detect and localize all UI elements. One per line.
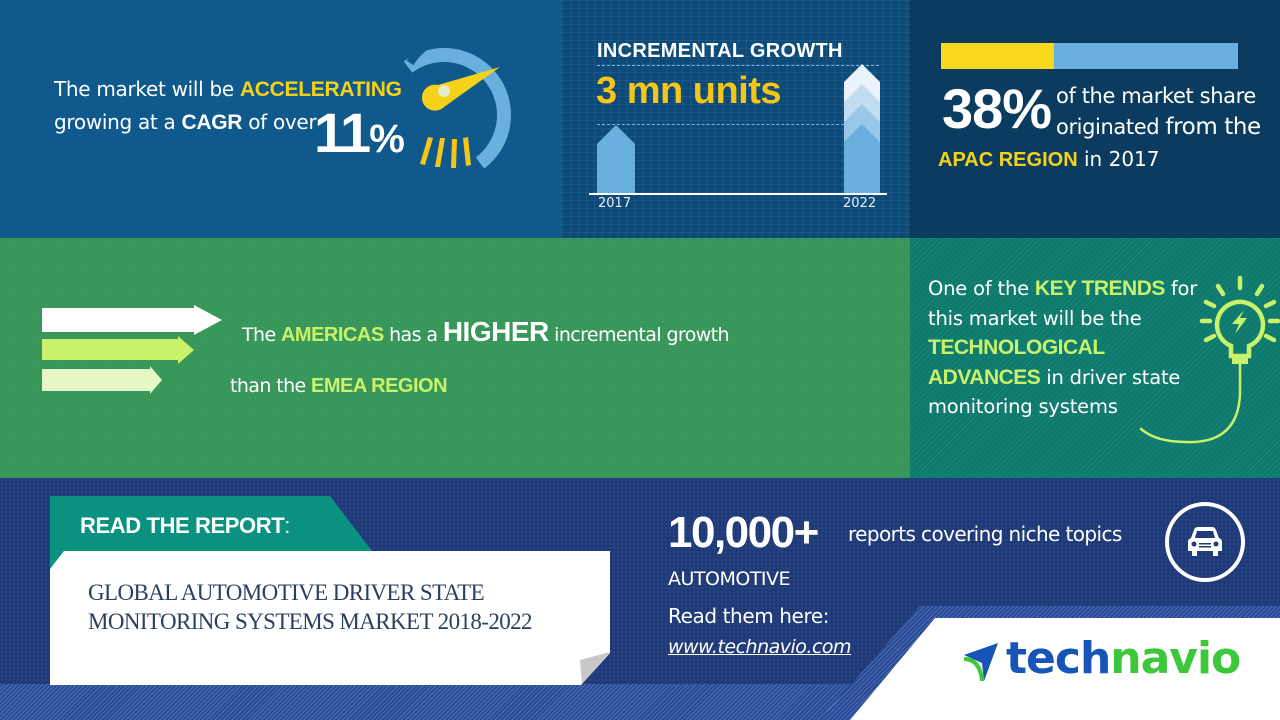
accelerating-highlight: ACCELERATING: [239, 78, 402, 101]
read-here-label: Read them here:: [668, 604, 830, 628]
trends-text-b: for this market will be the: [928, 277, 1198, 330]
report-card[interactable]: GLOBAL AUTOMOTIVE DRIVER STATE MONITORIN…: [50, 551, 610, 685]
americas-text-a: The: [242, 324, 281, 346]
share-value: 38%: [942, 77, 1052, 140]
key-trends-highlight: KEY TRENDS: [1034, 277, 1165, 300]
arrows-icon: [42, 305, 222, 394]
cagr-unit: %: [369, 117, 405, 161]
bar-2017-icon: [597, 125, 635, 193]
share-line1: of the market share: [1056, 84, 1256, 108]
share-progress-bar: [941, 43, 1238, 69]
report-category: AUTOMOTIVE: [668, 568, 791, 590]
higher-highlight: HIGHER: [442, 316, 549, 347]
incremental-growth-panel: INCREMENTAL GROWTH 3 mn units 2017 2022: [562, 0, 910, 238]
share-line3: APAC REGION in 2017: [938, 147, 1160, 172]
cagr-highlight: CAGR: [181, 111, 243, 134]
emea-highlight: EMEA REGION: [311, 375, 448, 397]
report-title[interactable]: GLOBAL AUTOMOTIVE DRIVER STATE MONITORIN…: [88, 580, 533, 634]
americas-line2: than the EMEA REGION: [230, 375, 448, 398]
grid-line-top: [597, 65, 879, 66]
americas-highlight: AMERICAS: [280, 324, 384, 346]
trends-text-c: in driver state monitoring systems: [928, 365, 1181, 419]
americas-text-c: incremental growth: [548, 324, 729, 346]
share-line2: originated from the: [1056, 114, 1261, 140]
technavio-wordmark: technavio: [1006, 633, 1241, 684]
read-report-label: READ THE REPORT:: [80, 513, 290, 539]
speedometer-icon: [403, 39, 511, 169]
americas-panel: The AMERICAS has a HIGHER incremental gr…: [0, 238, 910, 478]
americas-text-b: has a: [383, 324, 443, 346]
americas-text-d: than the: [230, 375, 312, 397]
cagr-text: The market will be ACCELERATING growing …: [54, 73, 402, 139]
report-count: 10,000+: [668, 508, 819, 557]
read-report-colon: :: [284, 513, 290, 538]
cagr-line2-text: growing at a: [54, 110, 182, 134]
technavio-logo-icon: [964, 643, 998, 681]
cagr-line1-text: The market will be: [54, 77, 240, 101]
market-share-panel: 38% of the market share originated from …: [910, 0, 1280, 238]
lightbulb-icon: [1139, 275, 1280, 444]
grid-line-mid: [597, 124, 879, 125]
key-trends-panel: One of the KEY TRENDS for this market wi…: [910, 238, 1280, 478]
report-footer-panel: READ THE REPORT: GLOBAL AUTOMOTIVE DRIVE…: [0, 478, 1280, 720]
share-year: in 2017: [1077, 147, 1160, 171]
car-icon: [1188, 527, 1222, 556]
diagonal-band: [820, 606, 1280, 720]
technavio-link[interactable]: www.technavio.com: [668, 636, 852, 658]
cagr-value: 11%: [314, 100, 405, 165]
cagr-panel: The market will be ACCELERATING growing …: [0, 0, 562, 238]
read-report-text: READ THE REPORT: [80, 513, 285, 538]
cagr-line2-suffix: of over: [242, 110, 317, 134]
report-count-description: reports covering niche topics: [848, 522, 1122, 546]
share-progress-fill: [941, 43, 1054, 69]
tech-advances-highlight: TECHNOLOGICAL ADVANCES: [928, 336, 1105, 389]
apac-region-highlight: APAC REGION: [938, 149, 1078, 171]
growth-title: INCREMENTAL GROWTH: [597, 40, 843, 62]
bar-2022-icon: [844, 64, 880, 194]
share-line2-b: from the: [1165, 114, 1261, 140]
automotive-category-badge: [1165, 502, 1245, 582]
year-label-2022: 2022: [843, 196, 877, 211]
cagr-number: 11: [314, 101, 371, 164]
growth-value: 3 mn units: [596, 70, 782, 112]
year-label-2017: 2017: [598, 196, 632, 211]
logo-navio: navio: [1110, 633, 1241, 684]
americas-line1: The AMERICAS has a HIGHER incremental gr…: [242, 316, 730, 348]
axis-baseline: [589, 193, 887, 195]
logo-tech: tech: [1006, 633, 1111, 684]
share-line2-a: originated: [1056, 115, 1166, 139]
trends-text: One of the KEY TRENDS for this market wi…: [928, 274, 1218, 422]
trends-text-a: One of the: [928, 277, 1035, 300]
